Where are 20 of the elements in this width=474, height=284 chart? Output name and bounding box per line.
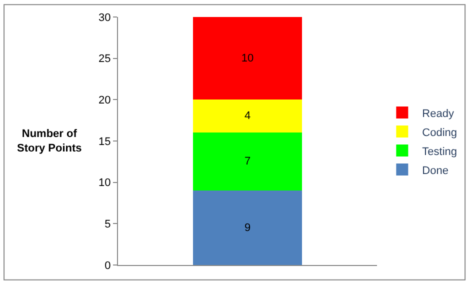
legend-label: Coding [422,126,458,139]
y-tick-label: 25 [98,53,111,66]
data-label: 7 [244,156,251,168]
y-tick-label: 5 [104,218,111,231]
bar [193,190,302,265]
y-tick-label: 20 [98,94,111,107]
y-tick-label: 10 [98,177,111,190]
bar [193,17,302,100]
data-label: 9 [244,222,251,234]
bar [193,132,302,191]
legend-label: Done [422,164,448,177]
legend-label: Testing [422,146,458,158]
bar [193,100,302,133]
y-tick-label: 0 [104,260,111,272]
y-tick-label: 15 [98,136,111,148]
y-axis-title: Number of Story Points [17,128,82,154]
data-label: 10 [241,52,254,64]
legend-label: Ready [422,108,454,120]
data-label: 4 [244,110,251,122]
y-tick-label: 30 [98,12,111,24]
